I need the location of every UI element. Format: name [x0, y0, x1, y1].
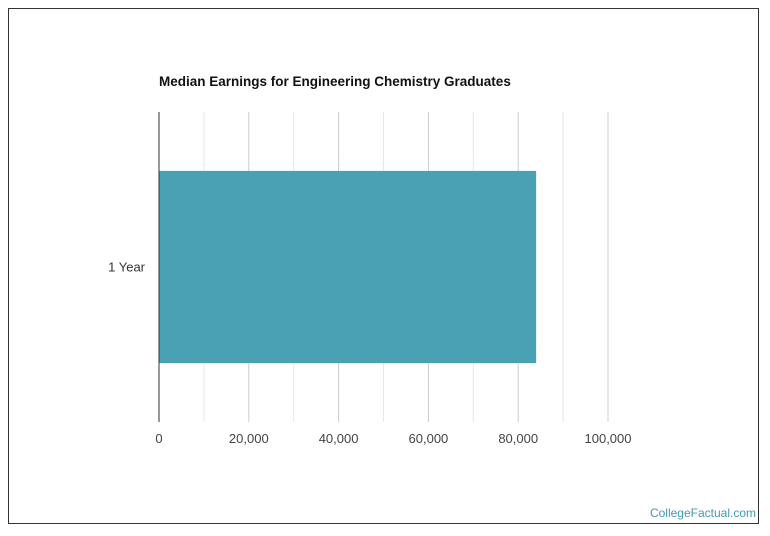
- bar-1-year[interactable]: [159, 170, 537, 364]
- x-tick-label: 40,000: [319, 431, 359, 446]
- x-tick-label: 20,000: [229, 431, 269, 446]
- y-category-labels: 1 Year: [108, 260, 146, 275]
- site-credit-link[interactable]: CollegeFactual.com: [649, 506, 756, 520]
- y-category-label: 1 Year: [108, 260, 146, 275]
- x-tick-label: 100,000: [585, 431, 632, 446]
- x-tick-labels: 0 20,000 40,000 60,000 80,000 100,000: [155, 431, 631, 446]
- chart-title: Median Earnings for Engineering Chemistr…: [159, 74, 511, 89]
- x-tick-label: 60,000: [409, 431, 449, 446]
- bars: [159, 170, 537, 364]
- x-tick-label: 80,000: [498, 431, 538, 446]
- x-tick-label: 0: [155, 431, 162, 446]
